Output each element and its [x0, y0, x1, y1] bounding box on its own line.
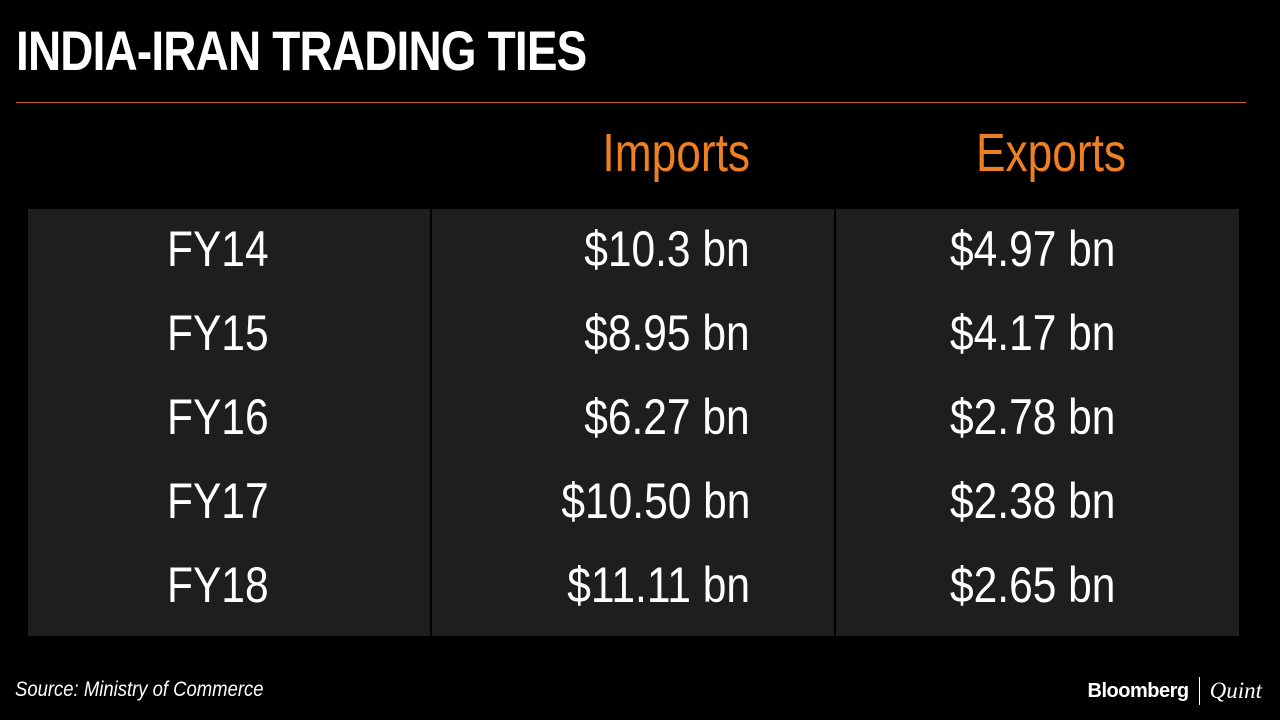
column-divider [834, 209, 836, 636]
brand-logo: Bloomberg Quint [1088, 676, 1262, 706]
exports-value: $4.97 bn [950, 221, 1116, 277]
row-label: FY14 [167, 221, 269, 277]
brand-quint: Quint [1209, 678, 1262, 703]
column-header-exports: Exports [975, 123, 1126, 183]
row-label: FY17 [167, 473, 269, 529]
imports-value: $6.27 bn [584, 389, 750, 445]
title-divider [16, 102, 1246, 103]
row-label: FY16 [167, 389, 269, 445]
source-note: Source: Ministry of Commerce [15, 678, 264, 701]
data-table [28, 209, 1239, 636]
imports-value: $10.3 bn [584, 221, 750, 277]
imports-value: $8.95 bn [584, 305, 750, 361]
imports-value: $11.11 bn [567, 557, 750, 613]
exports-value: $2.78 bn [950, 389, 1116, 445]
column-header-imports: Imports [602, 123, 750, 183]
row-label: FY15 [167, 305, 269, 361]
imports-value: $10.50 bn [560, 473, 750, 529]
brand-separator [1198, 677, 1200, 705]
exports-value: $2.65 bn [950, 557, 1116, 613]
chart-title: INDIA-IRAN TRADING TIES [16, 19, 587, 82]
exports-value: $2.38 bn [950, 473, 1116, 529]
row-label: FY18 [167, 557, 269, 613]
exports-value: $4.17 bn [950, 305, 1116, 361]
brand-bloomberg: Bloomberg [1087, 679, 1190, 702]
column-divider [430, 209, 432, 636]
